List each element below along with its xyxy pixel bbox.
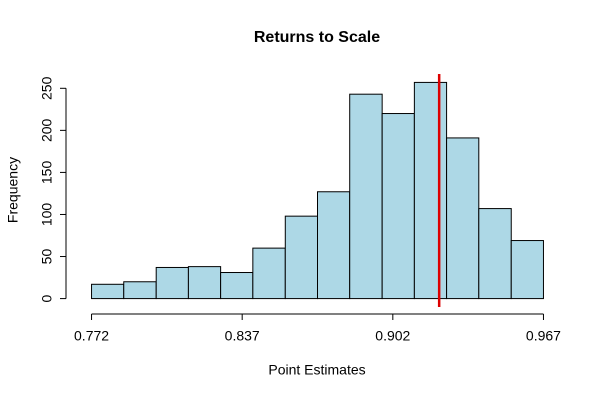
- bar: [413, 81, 448, 300]
- bar: [220, 272, 254, 300]
- bar: [349, 93, 383, 300]
- bar: [510, 240, 544, 300]
- y-tick-label: 250: [39, 76, 55, 100]
- x-tick-label: 0.772: [74, 328, 109, 344]
- y-tick-label: 200: [39, 118, 55, 142]
- bar: [446, 137, 480, 300]
- bar: [478, 208, 512, 300]
- bar: [381, 113, 415, 300]
- x-tick-label: 0.837: [225, 328, 260, 344]
- y-tick-label: 150: [39, 161, 55, 185]
- y-tick-label: 0: [39, 294, 55, 302]
- x-tick-label: 0.967: [526, 328, 561, 344]
- chart-title: Returns to Scale: [254, 29, 380, 46]
- y-axis-label: Frequency: [5, 157, 21, 223]
- bar: [155, 266, 189, 300]
- bar: [284, 215, 318, 300]
- bar: [317, 191, 351, 300]
- bar: [187, 266, 222, 300]
- y-tick-label: 50: [39, 249, 55, 265]
- y-tick-label: 100: [39, 203, 55, 227]
- bar: [252, 247, 286, 300]
- x-axis-label: Point Estimates: [268, 362, 365, 378]
- bar: [91, 283, 125, 300]
- x-tick-label: 0.902: [375, 328, 410, 344]
- bar: [123, 281, 157, 300]
